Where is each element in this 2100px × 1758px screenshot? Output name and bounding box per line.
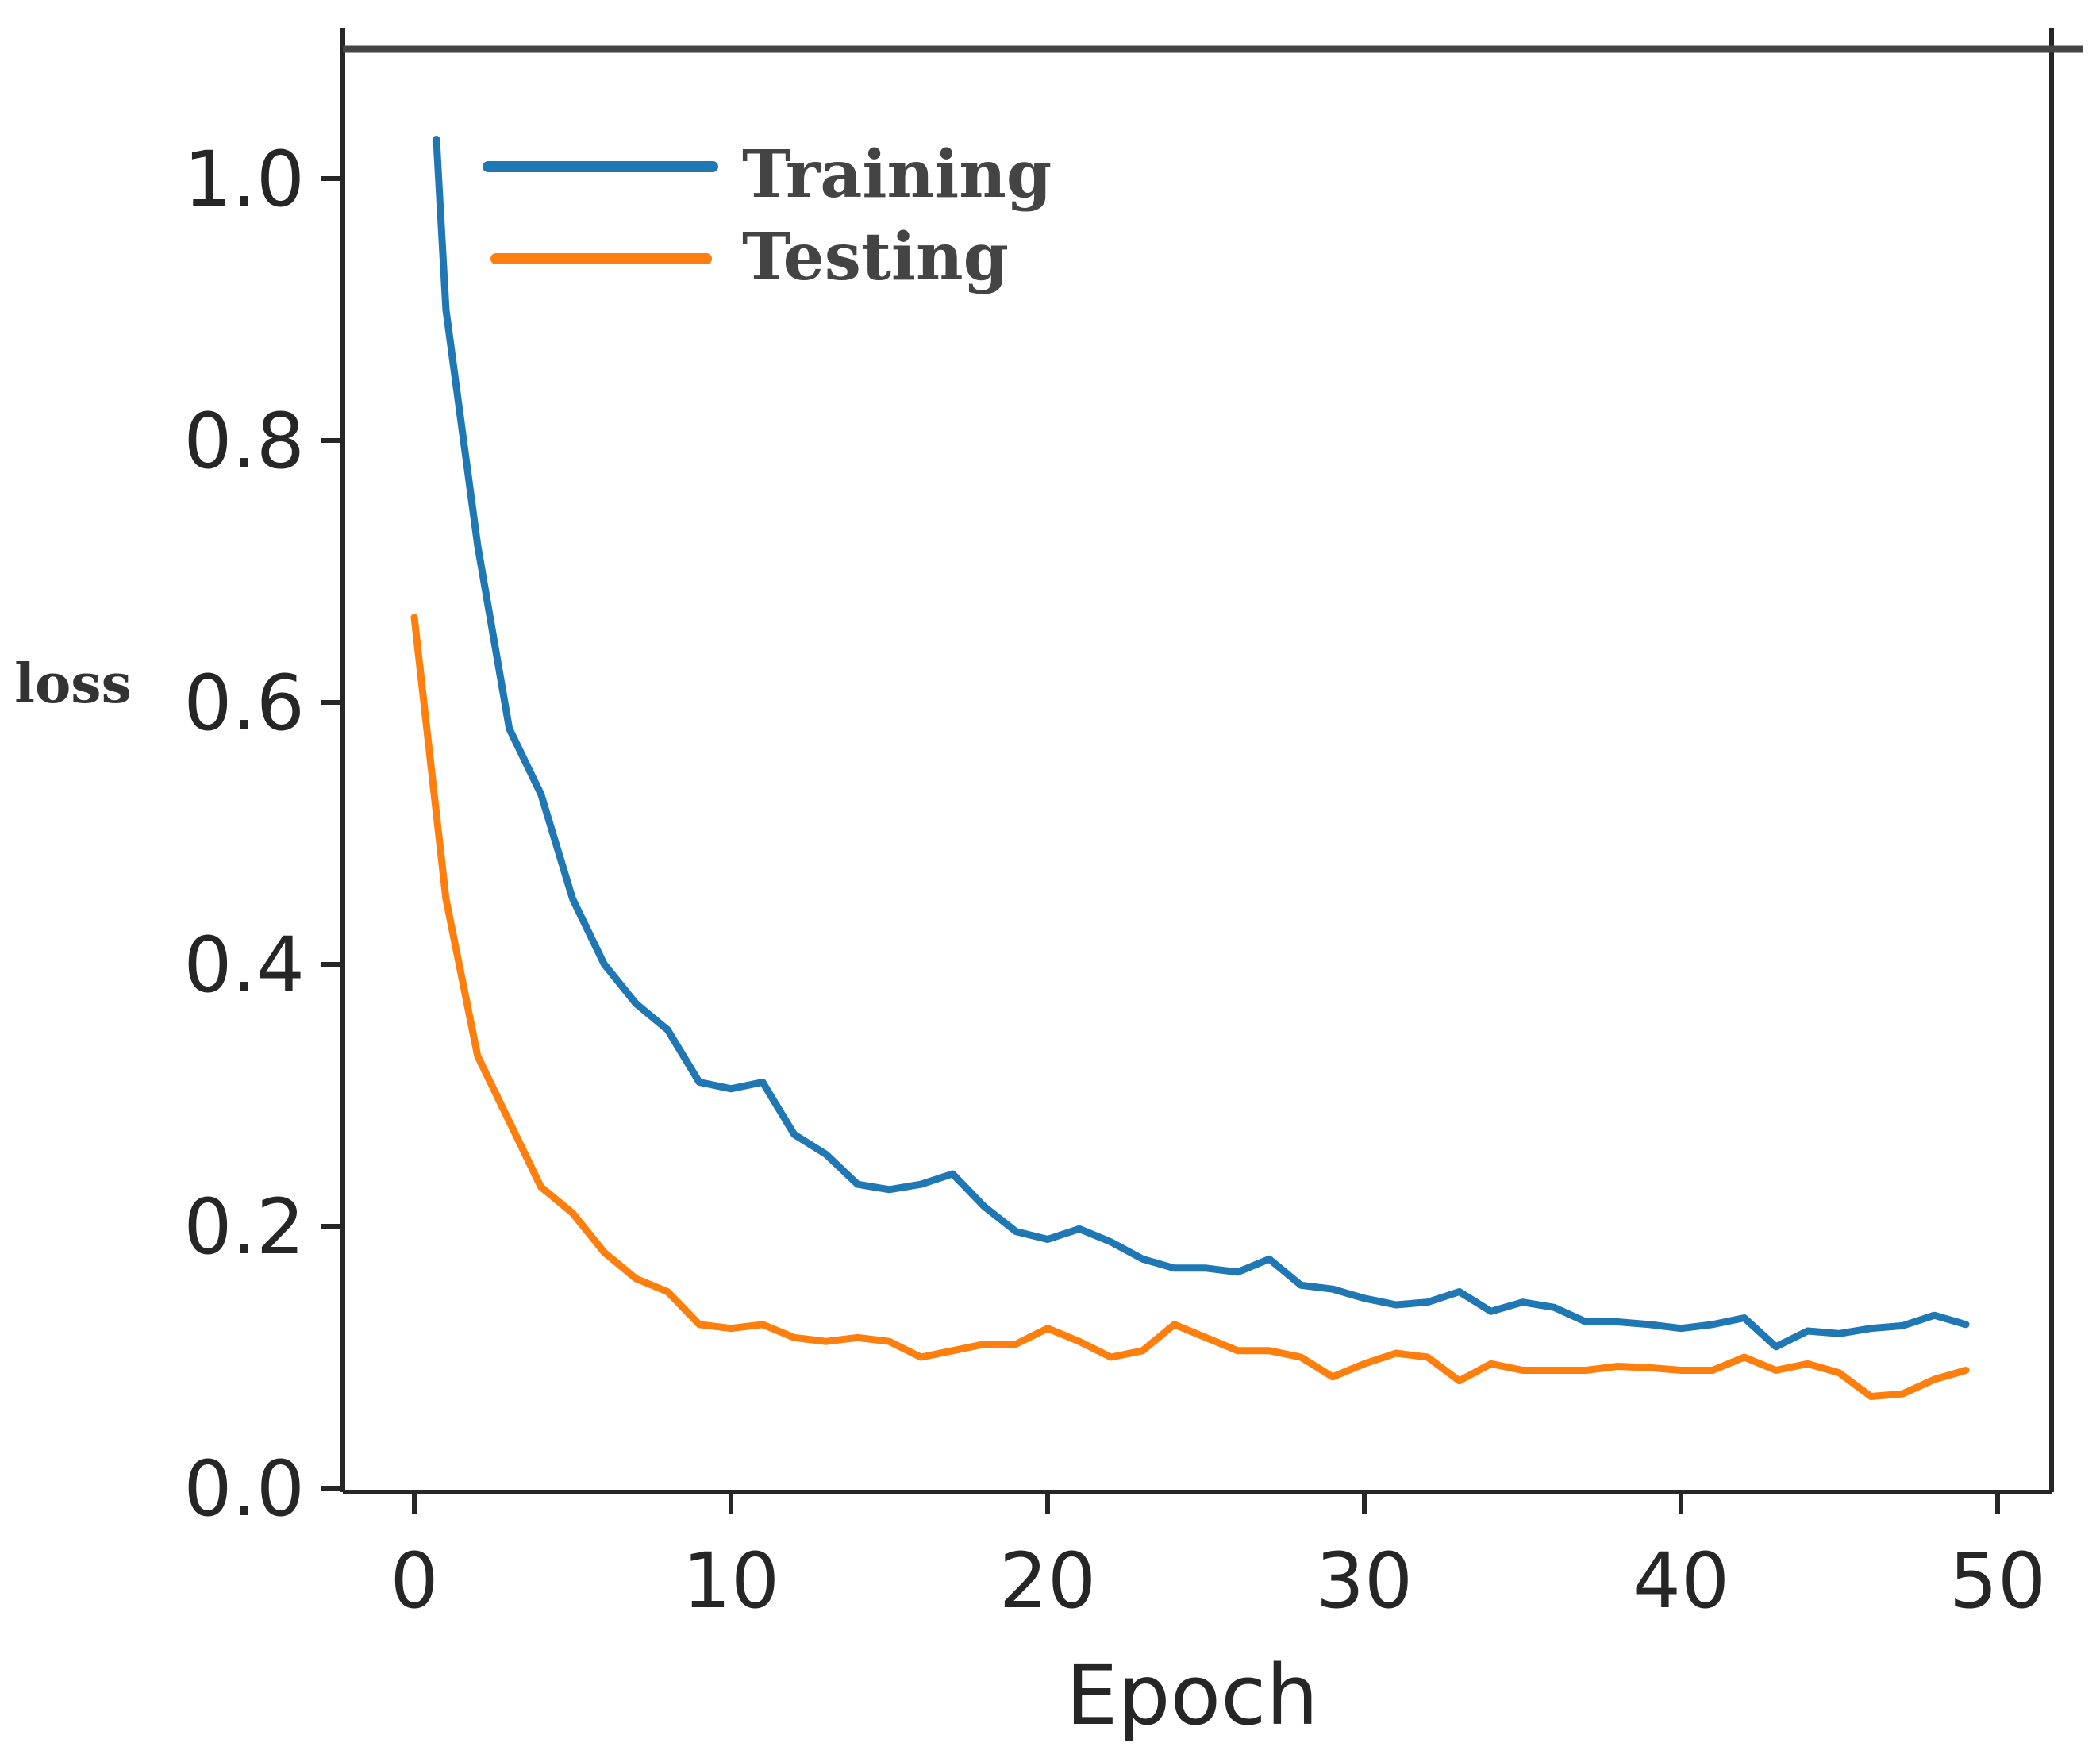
legend: Training Testing (483, 137, 1052, 295)
y-tick-label: 0.0 (183, 1444, 305, 1533)
x-tick-label: 20 (999, 1537, 1096, 1625)
y-tick-label: 0.4 (183, 921, 305, 1010)
axes-frame (340, 28, 2083, 1494)
x-tick-label: 10 (683, 1537, 779, 1625)
y-axis-ticks: 0.0 0.2 0.4 0.6 0.8 1.0 (183, 135, 343, 1533)
y-tick-label: 0.8 (183, 397, 305, 486)
y-tick-label: 0.2 (183, 1183, 305, 1271)
x-axis-title: Epoch (1066, 1647, 1318, 1744)
y-axis-title: loss (14, 652, 132, 716)
series-line-training (433, 136, 1970, 1351)
x-tick-label: 0 (390, 1537, 438, 1625)
x-tick-label: 50 (1949, 1537, 2046, 1625)
y-tick-label: 1.0 (183, 135, 305, 224)
x-tick-label: 40 (1633, 1537, 1729, 1625)
x-axis-ticks: 0 10 20 30 40 50 (390, 1492, 2046, 1625)
series-line-testing (410, 614, 1970, 1400)
series-layer (410, 136, 1970, 1400)
x-tick-label: 30 (1316, 1537, 1413, 1625)
y-tick-label: 0.6 (183, 659, 305, 748)
legend-label-testing: Testing (742, 219, 1009, 295)
legend-label-training: Training (742, 137, 1052, 213)
